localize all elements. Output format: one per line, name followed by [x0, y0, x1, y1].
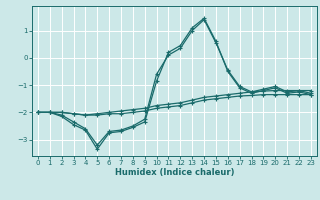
- X-axis label: Humidex (Indice chaleur): Humidex (Indice chaleur): [115, 168, 234, 177]
